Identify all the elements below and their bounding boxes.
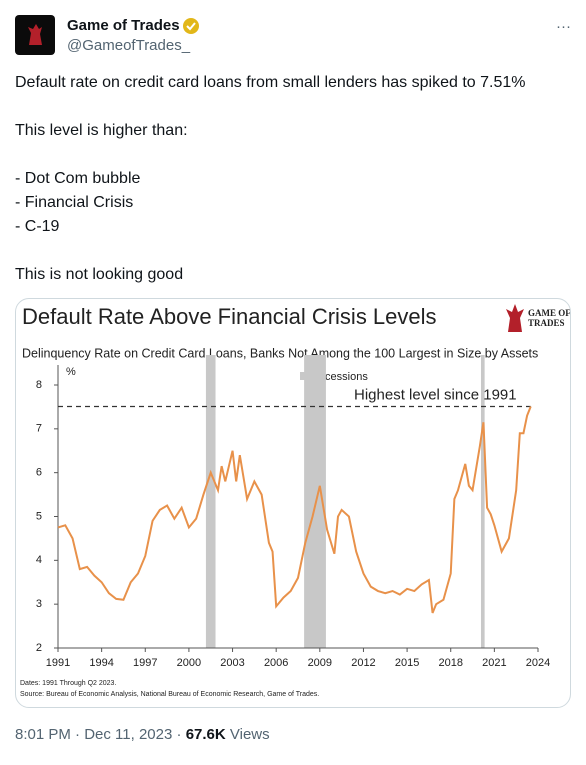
separator: · xyxy=(75,726,81,743)
tweet-text: Default rate on credit card loans from s… xyxy=(15,74,526,91)
note: Dates: 1991 Through Q2 2023. xyxy=(20,680,116,687)
logo-text: GAME OF xyxy=(528,308,570,318)
recession-band xyxy=(480,355,485,648)
chart-subtitle: Delinquency Rate on Credit Card Loans, B… xyxy=(22,346,538,360)
y-tick-label: 5 xyxy=(36,510,42,522)
tweet-time[interactable]: 8:01 PM xyxy=(15,726,71,743)
avatar-logo xyxy=(28,24,42,45)
x-tick-label: 2024 xyxy=(526,657,550,669)
tweet-text: This is not looking good xyxy=(15,266,184,283)
x-tick-label: 2000 xyxy=(177,657,201,669)
y-tick-label: 4 xyxy=(36,554,42,566)
x-tick-label: 2015 xyxy=(395,657,419,669)
author-handle[interactable]: @GameofTrades_ xyxy=(67,37,191,54)
views-label: Views xyxy=(229,726,270,743)
tweet-text: - Financial Crisis xyxy=(15,194,134,211)
x-tick-label: 1997 xyxy=(133,657,157,669)
chart-card[interactable]: Default Rate Above Financial Crisis Leve… xyxy=(15,298,571,708)
x-tick-label: 2018 xyxy=(438,657,462,669)
x-tick-label: 2021 xyxy=(482,657,506,669)
logo-text: TRADES xyxy=(528,318,565,328)
data-line xyxy=(57,406,532,614)
y-tick-label: 6 xyxy=(36,467,42,479)
more-button[interactable]: ··· xyxy=(556,18,571,35)
x-tick-label: 2012 xyxy=(351,657,375,669)
y-axis-label: % xyxy=(66,366,76,378)
logo-icon xyxy=(506,304,524,332)
verified-badge xyxy=(183,18,199,34)
y-tick-label: 8 xyxy=(36,379,42,391)
x-tick-label: 1994 xyxy=(89,657,113,669)
separator: · xyxy=(176,726,182,743)
x-tick-label: 2003 xyxy=(220,657,244,669)
x-tick-label: 2009 xyxy=(308,657,332,669)
avatar[interactable] xyxy=(15,15,55,55)
x-tick-label: 2006 xyxy=(264,657,288,669)
recession-band xyxy=(205,355,216,648)
chart: Default Rate Above Financial Crisis Leve… xyxy=(20,304,570,698)
tweet-date[interactable]: Dec 11, 2023 xyxy=(84,726,173,743)
recession-band xyxy=(304,355,326,648)
note: Source: Bureau of Economic Analysis, Nat… xyxy=(20,691,319,698)
tweet-text: This level is higher than: xyxy=(15,122,188,139)
author-name[interactable]: Game of Trades xyxy=(67,17,180,34)
reference-label: Highest level since 1991 xyxy=(354,386,517,403)
y-tick-label: 7 xyxy=(36,423,42,435)
legend-swatch xyxy=(300,372,308,380)
views-count: 67.6K xyxy=(185,726,226,743)
tweet-footer: 8:01 PM · Dec 11, 2023 · 67.6K Views xyxy=(15,726,270,743)
tweet-text: - Dot Com bubble xyxy=(15,170,141,187)
x-tick-label: 1991 xyxy=(46,657,70,669)
y-tick-label: 3 xyxy=(36,598,42,610)
y-tick-label: 2 xyxy=(36,642,42,654)
tweet-text: - C-19 xyxy=(15,218,60,235)
chart-title: Default Rate Above Financial Crisis Leve… xyxy=(22,304,437,329)
